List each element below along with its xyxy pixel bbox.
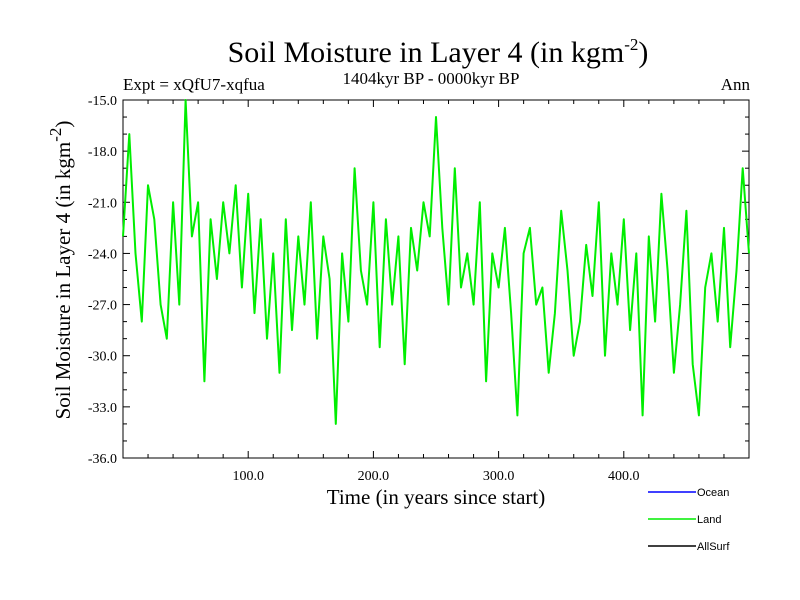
y-axis-label: Soil Moisture in Layer 4 (in kgm-2) bbox=[46, 121, 75, 420]
x-axis-label: Time (in years since start) bbox=[327, 485, 546, 509]
x-tick-label: 200.0 bbox=[358, 469, 390, 484]
y-tick-label: -18.0 bbox=[88, 145, 117, 160]
legend-label-ocean: Ocean bbox=[697, 487, 729, 499]
legend-label-allsurf: AllSurf bbox=[697, 541, 730, 553]
ylabel-main: Soil Moisture in Layer 4 (in kgm bbox=[51, 142, 75, 420]
series-line-land bbox=[122, 99, 750, 425]
experiment-label: Expt = xQfU7-xqfua bbox=[123, 75, 265, 94]
legend: Ocean Land AllSurf bbox=[648, 487, 730, 553]
title-exponent: -2 bbox=[624, 35, 638, 54]
y-axis-ticks: -15.0 -18.0 -21.0 -24.0 -27.0 -30.0 -33.0 -36.0 bbox=[88, 94, 749, 467]
ylabel-close: ) bbox=[51, 121, 75, 128]
y-tick-label: -27.0 bbox=[88, 299, 117, 314]
plot-area bbox=[122, 99, 750, 459]
y-tick-label: -24.0 bbox=[88, 247, 117, 262]
y-tick-label: -36.0 bbox=[88, 452, 117, 467]
x-tick-label: 400.0 bbox=[608, 469, 640, 484]
ylabel-exponent: -2 bbox=[46, 128, 65, 142]
y-tick-label: -30.0 bbox=[88, 350, 117, 365]
x-axis-ticks: 100.0 200.0 300.0 400.0 bbox=[147, 100, 725, 484]
season-label: Ann bbox=[721, 75, 751, 94]
legend-label-land: Land bbox=[697, 514, 721, 526]
y-tick-label: -21.0 bbox=[88, 196, 117, 211]
title-close: ) bbox=[638, 36, 648, 69]
y-tick-label: -15.0 bbox=[88, 94, 117, 109]
time-range-label: 1404kyr BP - 0000kyr BP bbox=[343, 69, 520, 88]
title-main: Soil Moisture in Layer 4 (in kgm bbox=[228, 36, 625, 69]
y-tick-label: -33.0 bbox=[88, 401, 117, 416]
chart-title: Soil Moisture in Layer 4 (in kgm-2) bbox=[228, 35, 649, 69]
x-tick-label: 100.0 bbox=[232, 469, 264, 484]
x-tick-label: 300.0 bbox=[483, 469, 515, 484]
